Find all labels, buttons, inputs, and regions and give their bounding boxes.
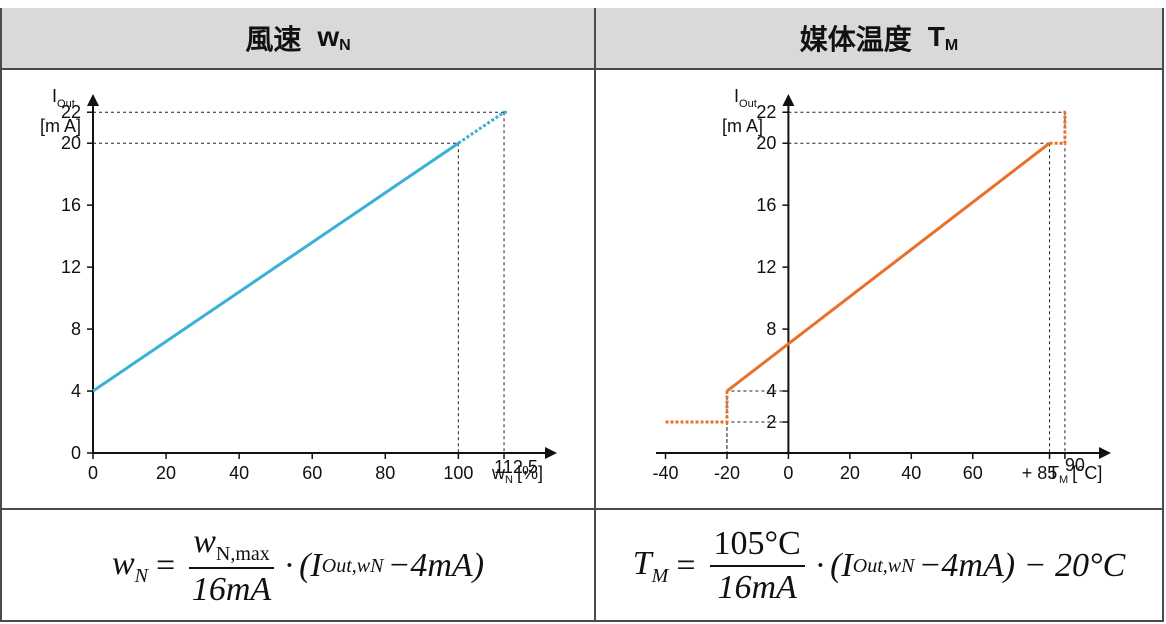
y-tick-label: 12 xyxy=(756,257,776,277)
x-tick-label: 90 xyxy=(1065,455,1085,475)
x-axis-arrow xyxy=(545,447,557,459)
left-formula-lhs-main: w xyxy=(111,544,135,582)
right-formula-denominator: 16mA xyxy=(717,569,797,606)
wind-speed-chart: 0 4 8 12 16 20 22 0 20 40 60 80 100 112,5 IOut [m A] wN[… xyxy=(40,86,557,486)
left-formula-numerator: wN,max xyxy=(189,523,274,570)
left-formula-denominator: 16mA xyxy=(191,571,272,609)
y-tick-label: 0 xyxy=(71,443,81,463)
left-formula-dot: · xyxy=(283,547,296,584)
y-tick-label: 8 xyxy=(71,319,81,339)
y-tick-label: 4 xyxy=(71,381,81,401)
right-formula-rest: −4mA) − 20°C xyxy=(918,547,1126,584)
series-line-dotted xyxy=(457,110,507,145)
left-header: 風速 wN xyxy=(2,8,594,70)
left-formula-paren: (I xyxy=(299,547,322,584)
right-header-symbol-sub: M xyxy=(944,37,959,54)
left-header-label: 風速 xyxy=(245,24,302,55)
left-formula-paren-sub: Out,wN xyxy=(321,554,384,577)
y-tick-label: 20 xyxy=(61,133,81,153)
y-axis-arrow xyxy=(782,94,795,106)
series-line-dotted xyxy=(665,391,729,424)
left-header-symbol-main: w xyxy=(317,21,340,52)
left-header-symbol: wN xyxy=(317,21,350,55)
right-formula-numerator: 105°C xyxy=(709,525,805,567)
y-tick-label: 2 xyxy=(766,412,776,432)
y-tick-label: 12 xyxy=(61,257,81,277)
y-tick-label: 20 xyxy=(756,133,776,153)
y-axis-unit: [m A] xyxy=(722,116,763,136)
right-header-symbol: TM xyxy=(928,21,958,55)
left-formula-fraction: wN,max 16mA xyxy=(189,523,274,610)
right-header: 媒体温度 TM xyxy=(596,8,1162,70)
right-formula-paren-sub: Out,wN xyxy=(852,554,915,577)
y-tick-label: 22 xyxy=(61,102,81,122)
left-formula-num-sub: N,max xyxy=(215,542,270,565)
left-formula-lhs-sub: N xyxy=(134,564,148,587)
right-header-symbol-main: T xyxy=(927,21,945,52)
series-line-solid xyxy=(92,141,460,393)
x-tick-label: 20 xyxy=(840,463,860,483)
x-tick-label: 0 xyxy=(88,463,98,483)
x-tick-label: 20 xyxy=(156,463,176,483)
x-tick-label: 112,5 xyxy=(494,457,538,477)
x-tick-label: 0 xyxy=(783,463,793,483)
series-line-dotted xyxy=(1049,110,1067,145)
right-formula-lhs-main: T xyxy=(632,544,652,582)
x-tick-label: 60 xyxy=(963,463,983,483)
y-axis-title: IOut xyxy=(52,86,75,110)
right-formula-dot: · xyxy=(814,547,827,584)
x-tick-label: 60 xyxy=(302,463,322,483)
right-formula-lhs: TM xyxy=(633,545,669,588)
y-tick-label: 4 xyxy=(766,381,776,401)
row-divider xyxy=(0,508,1164,510)
x-tick-label: 100 xyxy=(443,463,473,483)
y-tick-label: 22 xyxy=(756,102,776,122)
left-formula-lhs: wN xyxy=(112,545,148,588)
left-formula-equals: = xyxy=(156,547,176,584)
right-formula-paren: (I xyxy=(830,547,853,584)
x-tick-label: 40 xyxy=(901,463,921,483)
x-tick-label: 80 xyxy=(375,463,395,483)
y-tick-label: 16 xyxy=(756,195,776,215)
left-formula: wN = wN,max 16mA · (I Out,wN −4mA) xyxy=(2,510,594,622)
medium-temperature-chart: 2 4 8 12 16 20 22 -40 -20 0 20 40 60 + 85 90 IOut [m A] T… xyxy=(652,86,1111,486)
x-tick-label: -40 xyxy=(652,463,678,483)
left-header-symbol-sub: N xyxy=(339,37,351,54)
right-formula-fraction: 105°C 16mA xyxy=(709,525,805,607)
left-formula-rest: −4mA) xyxy=(387,547,485,584)
right-formula: TM = 105°C 16mA · (I Out,wN −4mA) − 20°C xyxy=(596,510,1162,622)
x-axis-title: wN [%] xyxy=(491,463,543,486)
y-tick-label: 16 xyxy=(61,195,81,215)
left-formula-num-main: w xyxy=(193,522,216,560)
x-tick-label: 40 xyxy=(229,463,249,483)
y-axis-unit: [m A] xyxy=(40,116,81,136)
column-divider xyxy=(594,8,596,622)
y-axis-arrow xyxy=(87,94,99,106)
right-formula-equals: = xyxy=(676,547,696,584)
x-axis-arrow xyxy=(1099,447,1111,459)
x-axis-title: TM [°C] xyxy=(1048,463,1102,486)
y-axis-title: IOut xyxy=(734,86,757,110)
x-tick-label: -20 xyxy=(714,463,740,483)
x-tick-label: + 85 xyxy=(1022,463,1058,483)
series-line-solid xyxy=(726,142,1051,393)
y-tick-label: 8 xyxy=(766,319,776,339)
right-header-label: 媒体温度 xyxy=(799,24,912,55)
right-formula-lhs-sub: M xyxy=(651,564,669,587)
